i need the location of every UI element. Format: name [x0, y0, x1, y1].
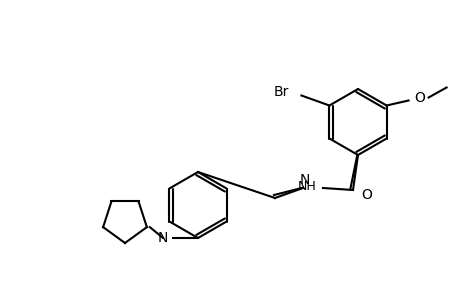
- Text: N: N: [157, 231, 168, 245]
- Text: NH: NH: [297, 179, 316, 193]
- Text: N: N: [299, 173, 309, 187]
- Text: O: O: [361, 188, 372, 202]
- Text: Br: Br: [273, 85, 288, 98]
- Text: O: O: [414, 91, 425, 104]
